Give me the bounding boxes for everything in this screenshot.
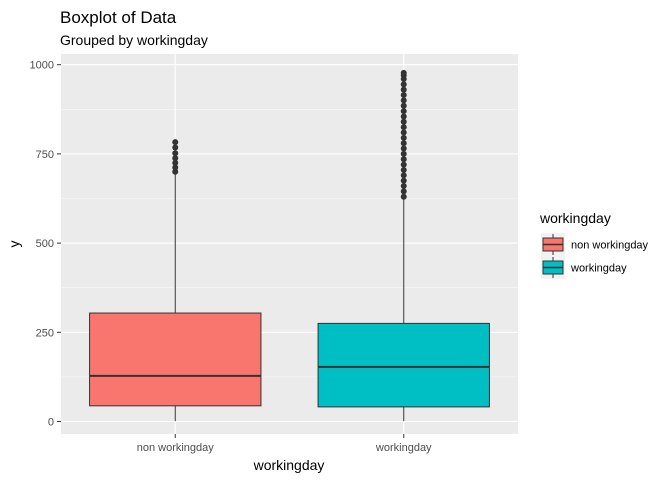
outlier-point <box>400 145 407 152</box>
y-tick-label: 250 <box>36 327 54 339</box>
outlier-point <box>172 150 179 157</box>
outlier-point <box>400 69 407 76</box>
outlier-point <box>400 193 407 200</box>
y-tick-label: 750 <box>36 149 54 161</box>
legend-label: non workingday <box>571 240 649 252</box>
outlier-point <box>400 161 407 168</box>
box <box>317 322 490 408</box>
y-tick-label: 1000 <box>30 60 54 72</box>
outlier-point <box>400 92 407 99</box>
outlier-point <box>400 113 407 120</box>
outlier-point <box>400 108 407 115</box>
box-group <box>89 139 262 422</box>
legend-label: workingday <box>570 263 627 275</box>
outlier-point <box>400 124 407 131</box>
outlier-point <box>400 97 407 104</box>
outlier-point <box>400 140 407 147</box>
outlier-point <box>172 168 179 175</box>
outlier-point <box>400 177 407 184</box>
outlier-point <box>172 139 179 146</box>
chart-subtitle: Grouped by workingday <box>60 32 208 48</box>
legend-title: workingday <box>539 210 611 226</box>
y-axis-title: y <box>6 241 22 248</box>
outlier-point <box>400 118 407 125</box>
box <box>89 312 262 407</box>
outlier-point <box>400 81 407 88</box>
outlier-point <box>400 156 407 163</box>
x-axis-title: workingday <box>253 457 325 473</box>
outlier-point <box>172 164 179 171</box>
legend-item: non workingday <box>541 233 649 256</box>
x-tick-label: non workingday <box>137 442 215 454</box>
y-axis-ticks: 0 250 500 750 1000 <box>30 60 61 429</box>
outlier-point <box>400 134 407 141</box>
outlier-point <box>400 188 407 195</box>
outlier-point <box>400 150 407 157</box>
outlier-point <box>172 159 179 166</box>
x-axis-ticks: non workingday workingday <box>137 434 432 454</box>
x-tick-label: workingday <box>375 442 432 454</box>
outlier-point <box>400 166 407 173</box>
outlier-point <box>400 172 407 179</box>
legend-item: workingday <box>541 256 627 279</box>
y-tick-label: 500 <box>36 238 54 250</box>
chart-title: Boxplot of Data <box>60 8 177 27</box>
y-tick-label: 0 <box>48 417 54 429</box>
legend: workingday non workingday workingday <box>539 210 649 279</box>
outlier-point <box>400 86 407 93</box>
outlier-point <box>400 183 407 190</box>
outlier-point <box>172 155 179 162</box>
outlier-point <box>400 129 407 136</box>
outlier-point <box>172 144 179 151</box>
outlier-point <box>400 102 407 109</box>
box-layer <box>89 69 490 422</box>
box-group <box>317 69 490 422</box>
